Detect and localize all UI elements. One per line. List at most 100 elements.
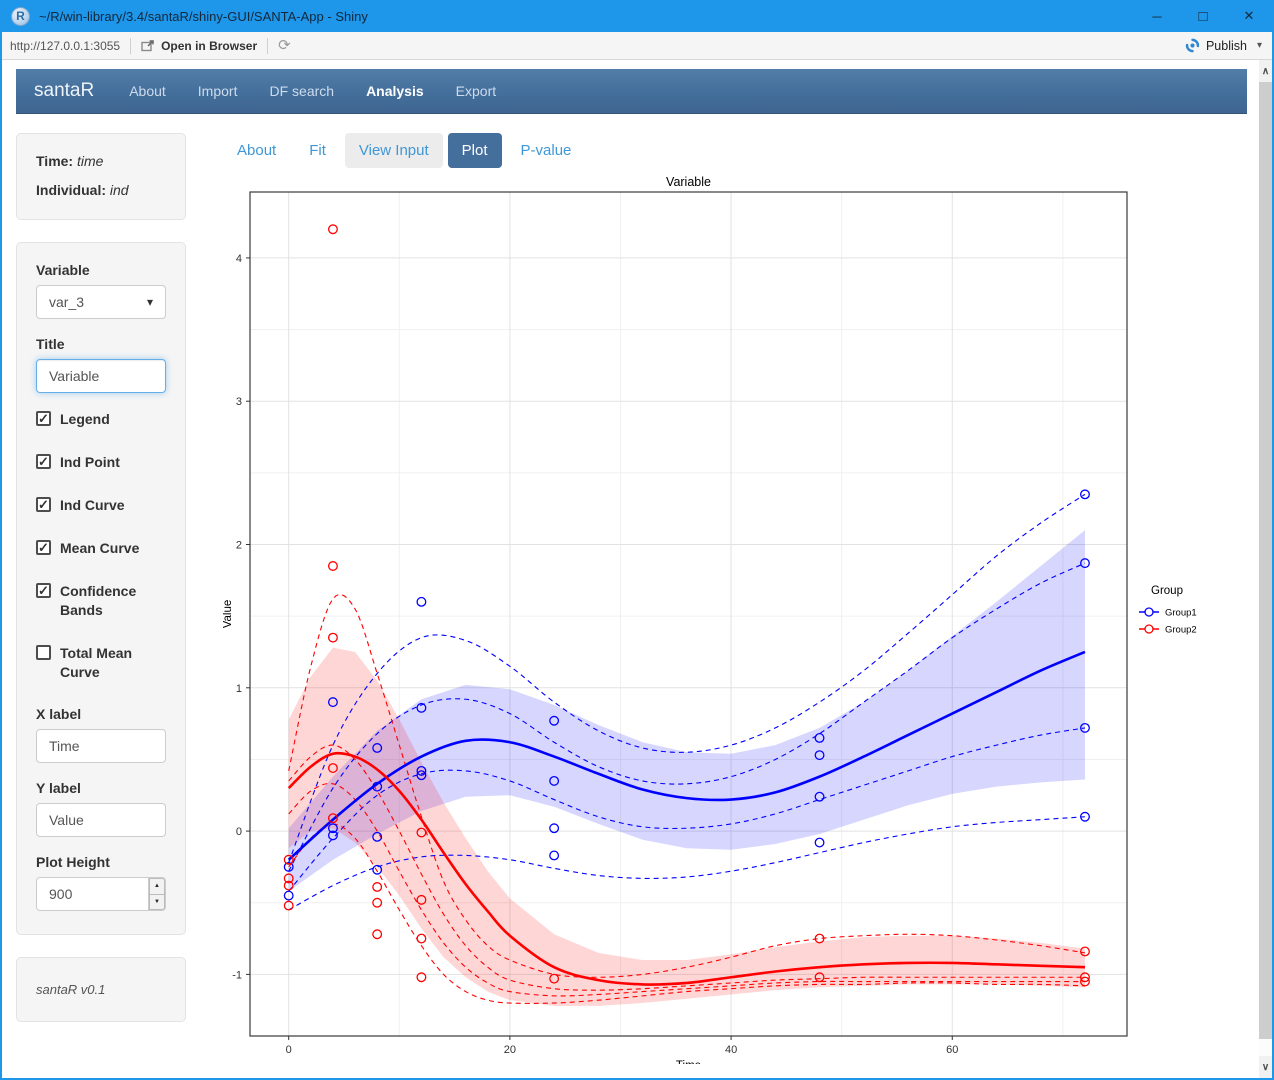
checkbox-label: Ind Curve bbox=[60, 497, 125, 513]
tab-plot[interactable]: Plot bbox=[447, 133, 502, 168]
window-title: ~/R/win-library/3.4/santaR/shiny-GUI/SAN… bbox=[39, 8, 368, 24]
dropdown-caret-icon: ▾ bbox=[146, 295, 153, 309]
variable-label: Variable bbox=[36, 262, 90, 278]
content-area: Time: time Individual: ind Variable v bbox=[16, 133, 1247, 1072]
version-text: santaR v0.1 bbox=[36, 982, 106, 997]
svg-text:0: 0 bbox=[286, 1044, 292, 1056]
toolbar-right: Publish ▾ bbox=[1185, 38, 1272, 53]
svg-text:4: 4 bbox=[236, 253, 242, 265]
svg-text:3: 3 bbox=[236, 396, 242, 408]
title-label: Title bbox=[36, 336, 65, 352]
nav-item-about[interactable]: About bbox=[129, 82, 166, 99]
toolbar-left: http://127.0.0.1:3055 Open in Browser ⟳ bbox=[2, 37, 1185, 54]
nav-item-df-search[interactable]: DF search bbox=[269, 82, 335, 99]
tab-bar: About Fit View Input Plot P-value bbox=[223, 133, 1247, 168]
checkbox-icon: ✓ bbox=[36, 454, 51, 469]
y-label-group: Y label bbox=[36, 780, 166, 837]
title-input[interactable] bbox=[36, 359, 166, 393]
svg-text:-1: -1 bbox=[232, 969, 242, 981]
controls-panel: Variable var_3 ▾ Title ✓ Le bbox=[16, 242, 186, 935]
sidebar: Time: time Individual: ind Variable v bbox=[16, 133, 186, 1069]
shiny-page: santaR About Import DF search Analysis E… bbox=[2, 60, 1259, 1078]
open-in-browser-label: Open in Browser bbox=[161, 38, 258, 53]
variable-group: Variable var_3 ▾ bbox=[36, 262, 166, 319]
plot-height-label: Plot Height bbox=[36, 854, 110, 870]
svg-text:40: 40 bbox=[725, 1044, 737, 1056]
publish-caret-icon[interactable]: ▾ bbox=[1256, 40, 1262, 51]
checkbox-label: Total Mean Curve bbox=[60, 645, 133, 680]
checkbox-icon: ✓ bbox=[36, 583, 51, 598]
toolbar-separator bbox=[130, 37, 132, 54]
r-logo-icon: R bbox=[11, 6, 30, 26]
close-button[interactable]: ✕ bbox=[1243, 8, 1255, 23]
scroll-up-icon[interactable]: ∧ bbox=[1259, 60, 1272, 82]
checkbox-legend[interactable]: ✓ Legend bbox=[36, 410, 166, 429]
plot-height-group: Plot Height ▲ ▼ bbox=[36, 854, 166, 911]
checkbox-icon: ✓ bbox=[36, 645, 51, 660]
variable-select[interactable]: var_3 ▾ bbox=[36, 285, 166, 319]
publish-swirl-icon bbox=[1185, 38, 1200, 53]
nav-item-export[interactable]: Export bbox=[455, 82, 497, 99]
checkbox-icon: ✓ bbox=[36, 540, 51, 555]
variable-selected-value: var_3 bbox=[49, 294, 85, 310]
y-label-input[interactable] bbox=[36, 803, 166, 837]
vertical-scrollbar[interactable]: ∧ ∨ bbox=[1259, 60, 1272, 1078]
title-bar: R ~/R/win-library/3.4/santaR/shiny-GUI/S… bbox=[2, 0, 1272, 32]
url-text: http://127.0.0.1:3055 bbox=[10, 38, 121, 53]
spinner-down-icon[interactable]: ▼ bbox=[149, 893, 165, 910]
toolbar-separator bbox=[267, 37, 269, 54]
spinner-up-icon[interactable]: ▲ bbox=[149, 878, 165, 894]
minimize-button[interactable]: ─ bbox=[1152, 8, 1162, 24]
time-info: Time: time bbox=[36, 153, 166, 169]
tab-fit[interactable]: Fit bbox=[309, 142, 326, 159]
svg-text:20: 20 bbox=[504, 1044, 516, 1056]
nav-item-import[interactable]: Import bbox=[197, 82, 238, 99]
svg-text:Group2: Group2 bbox=[1165, 625, 1197, 636]
checkbox-total-mean-curve[interactable]: ✓ Total Mean Curve bbox=[36, 644, 166, 682]
window-controls: ─ □ ✕ bbox=[1134, 0, 1272, 32]
x-label-label: X label bbox=[36, 706, 82, 722]
checkbox-ind-point[interactable]: ✓ Ind Point bbox=[36, 453, 166, 472]
plot-height-input[interactable] bbox=[36, 877, 166, 911]
time-label: Time: bbox=[36, 153, 74, 169]
scroll-down-icon[interactable]: ∨ bbox=[1259, 1056, 1272, 1078]
svg-text:1: 1 bbox=[236, 683, 242, 695]
checkbox-confidence-bands[interactable]: ✓ Confidence Bands bbox=[36, 582, 166, 620]
tab-about[interactable]: About bbox=[237, 142, 277, 159]
version-panel: santaR v0.1 bbox=[16, 957, 186, 1022]
checkbox-label: Mean Curve bbox=[60, 540, 140, 556]
publish-label: Publish bbox=[1205, 38, 1247, 53]
tab-p-value[interactable]: P-value bbox=[520, 142, 572, 159]
open-in-browser-button[interactable]: Open in Browser bbox=[141, 39, 257, 53]
scrollbar-thumb[interactable] bbox=[1259, 82, 1272, 1039]
checkbox-icon: ✓ bbox=[36, 411, 51, 426]
tab-view-input[interactable]: View Input bbox=[344, 133, 443, 168]
svg-text:2: 2 bbox=[236, 540, 242, 552]
time-value: time bbox=[76, 153, 104, 169]
checkbox-label: Legend bbox=[60, 411, 110, 427]
maximize-button[interactable]: □ bbox=[1198, 7, 1208, 25]
browser-toolbar: http://127.0.0.1:3055 Open in Browser ⟳ … bbox=[2, 32, 1272, 60]
plot-height-spinner: ▲ ▼ bbox=[148, 878, 165, 910]
x-label-input[interactable] bbox=[36, 729, 166, 763]
navbar-brand[interactable]: santaR bbox=[34, 80, 95, 101]
svg-text:Value: Value bbox=[223, 600, 234, 629]
svg-text:0: 0 bbox=[236, 826, 242, 838]
info-panel: Time: time Individual: ind bbox=[16, 133, 186, 220]
checkbox-mean-curve[interactable]: ✓ Mean Curve bbox=[36, 539, 166, 558]
scrollbar-track[interactable] bbox=[1259, 1039, 1272, 1056]
nav-item-analysis[interactable]: Analysis bbox=[366, 82, 424, 99]
checkbox-ind-curve[interactable]: ✓ Ind Curve bbox=[36, 496, 166, 515]
plot-svg: 0 20 40 60 -1 0 1 2 3 4 Variable Time Value Group Grou… bbox=[222, 175, 1197, 1072]
main-area: About Fit View Input Plot P-value 0 20 40 6… bbox=[186, 133, 1247, 1072]
y-label-label: Y label bbox=[36, 780, 81, 796]
reload-icon[interactable]: ⟳ bbox=[278, 37, 291, 54]
plot-height-wrap: ▲ ▼ bbox=[36, 877, 166, 911]
open-in-browser-icon bbox=[141, 39, 154, 51]
individual-value: ind bbox=[109, 182, 129, 198]
title-bar-left: R ~/R/win-library/3.4/santaR/shiny-GUI/S… bbox=[2, 6, 1134, 26]
svg-text:Group: Group bbox=[1151, 585, 1183, 597]
svg-text:Variable: Variable bbox=[666, 175, 711, 189]
publish-button[interactable]: Publish ▾ bbox=[1185, 38, 1262, 53]
